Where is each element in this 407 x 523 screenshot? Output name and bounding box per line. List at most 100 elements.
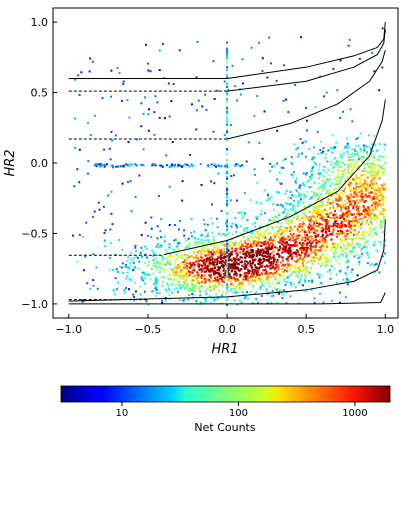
data-point (332, 222, 335, 225)
data-point (376, 202, 379, 205)
data-point (243, 297, 246, 300)
data-point (330, 233, 333, 236)
data-point (316, 130, 319, 133)
data-point (169, 253, 172, 256)
data-point (189, 262, 192, 265)
data-point (323, 218, 326, 221)
data-point (357, 221, 360, 224)
data-point (318, 163, 321, 166)
data-point (286, 259, 289, 262)
data-point (267, 198, 270, 201)
data-point (202, 281, 205, 284)
data-point (109, 256, 112, 259)
data-point (351, 158, 354, 161)
data-point (226, 148, 229, 151)
data-point (273, 246, 276, 249)
data-point (325, 223, 328, 226)
data-point (226, 222, 229, 225)
data-point (320, 200, 323, 203)
data-point (348, 244, 351, 247)
data-point (293, 171, 296, 174)
data-point (145, 256, 148, 259)
data-point (310, 237, 313, 240)
data-point (282, 279, 285, 282)
data-point (188, 294, 191, 297)
data-point (269, 255, 272, 258)
data-point (231, 238, 234, 241)
data-point (341, 253, 344, 256)
data-point (128, 288, 131, 291)
y-tick-label: −0.5 (21, 227, 48, 240)
data-point (244, 241, 247, 244)
data-point (222, 266, 225, 269)
data-point (192, 261, 195, 264)
data-point (362, 144, 365, 147)
data-point (182, 271, 185, 274)
data-point (176, 242, 179, 245)
data-point (156, 237, 159, 240)
data-point (344, 261, 347, 264)
data-point (310, 196, 313, 199)
y-tick-label: −1.0 (21, 298, 48, 311)
data-point (173, 239, 176, 242)
data-point (333, 147, 336, 150)
data-point (263, 110, 266, 113)
data-point (186, 256, 189, 259)
data-point (195, 275, 198, 278)
data-point (251, 275, 254, 278)
data-point (226, 112, 229, 115)
data-point (346, 245, 349, 248)
data-point (340, 178, 343, 181)
data-point (354, 150, 357, 153)
data-point (214, 279, 217, 282)
data-point (355, 182, 358, 185)
data-point (317, 177, 320, 180)
data-point (233, 276, 236, 279)
y-tick-label: 0.5 (31, 87, 49, 100)
data-point (303, 193, 306, 196)
data-point (316, 193, 319, 196)
data-point (321, 238, 324, 241)
data-point (365, 245, 368, 248)
data-point (238, 269, 241, 272)
data-point (350, 170, 353, 173)
data-point (256, 269, 259, 272)
data-point (212, 260, 215, 263)
data-point (318, 208, 321, 211)
data-point (373, 156, 376, 159)
data-point (232, 242, 235, 245)
data-point (351, 228, 354, 231)
data-point (210, 244, 213, 247)
data-point (324, 236, 327, 239)
data-point (265, 290, 268, 293)
data-point (205, 267, 208, 270)
data-point (265, 252, 268, 255)
data-point (340, 206, 343, 209)
data-point (144, 43, 147, 46)
data-point (215, 249, 218, 252)
data-point (320, 247, 323, 250)
data-point (339, 253, 342, 256)
data-point (325, 192, 328, 195)
data-point (174, 274, 177, 277)
data-point (306, 233, 309, 236)
data-point (323, 260, 326, 263)
data-point (367, 223, 370, 226)
data-point (361, 156, 364, 159)
data-point (194, 273, 197, 276)
data-point (226, 107, 229, 110)
data-point (288, 239, 291, 242)
data-point (357, 144, 360, 147)
data-point (226, 248, 229, 251)
data-point (325, 209, 328, 212)
data-point (269, 253, 272, 256)
data-point (185, 273, 188, 276)
data-point (371, 177, 374, 180)
data-point (327, 213, 330, 216)
data-point (292, 269, 295, 272)
data-point (234, 278, 237, 281)
data-point (226, 73, 229, 76)
data-point (371, 186, 374, 189)
data-point (348, 172, 351, 175)
data-point (190, 279, 193, 282)
